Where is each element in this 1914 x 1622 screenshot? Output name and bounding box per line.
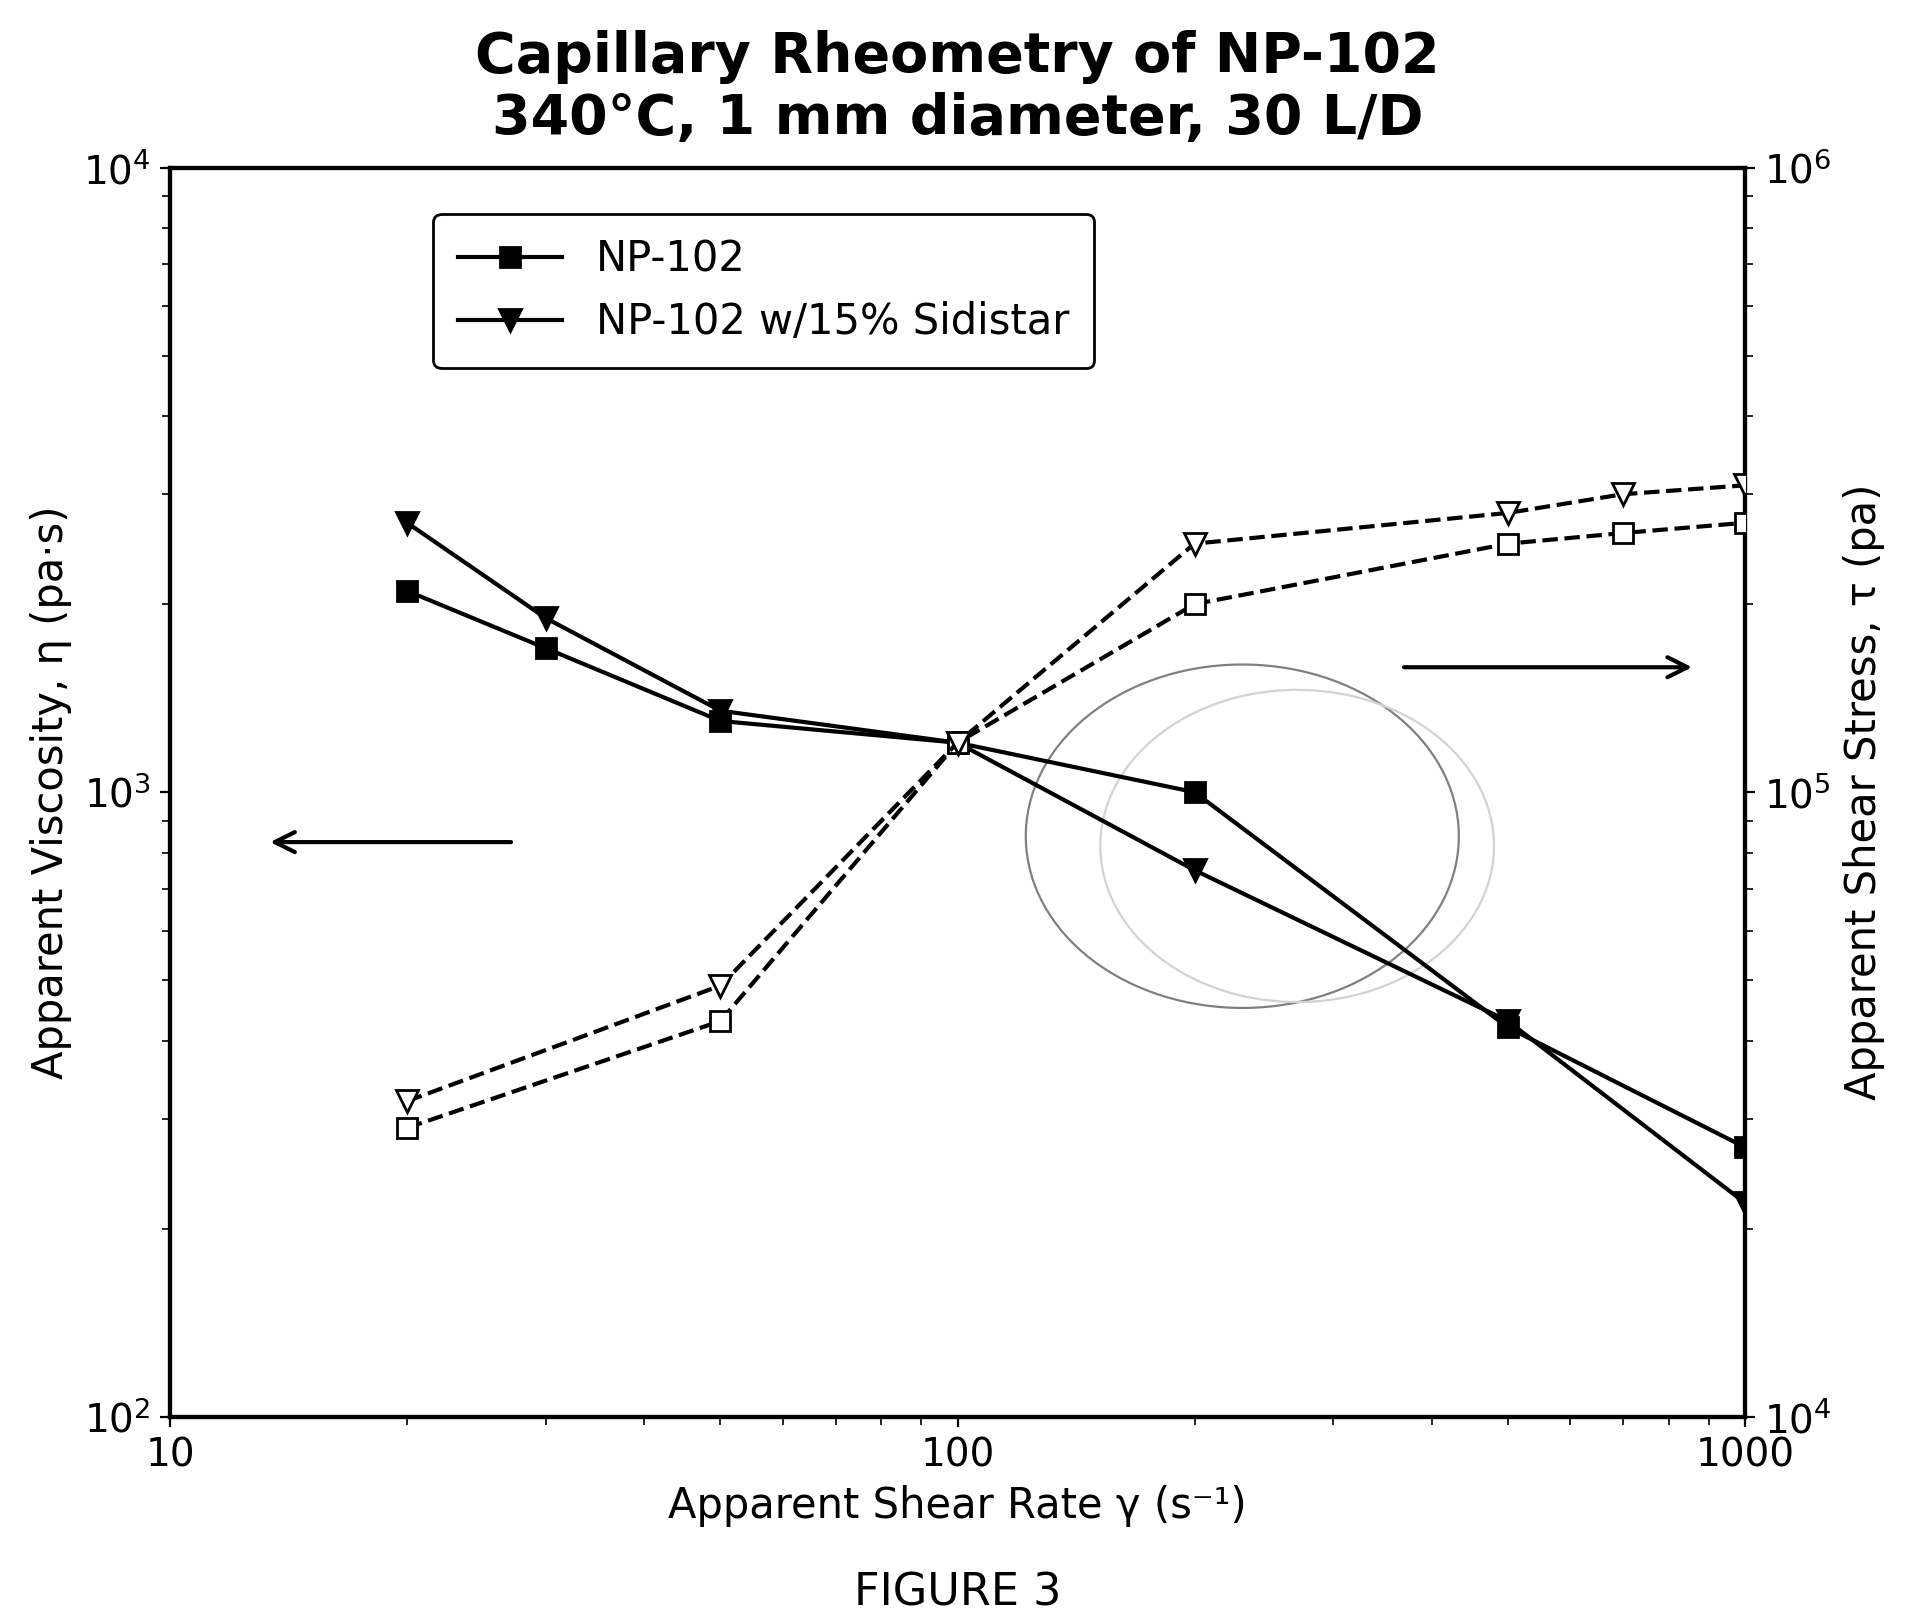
Line: NP-102 w/15% Sidistar: NP-102 w/15% Sidistar — [396, 511, 1755, 1213]
NP-102 — [396, 581, 419, 600]
Legend: NP-102, NP-102 w/15% Sidistar: NP-102, NP-102 w/15% Sidistar — [433, 214, 1093, 368]
NP-102 w/15% Sidistar — [396, 513, 419, 532]
Line: NP-102: NP-102 — [398, 581, 1753, 1156]
NP-102 w/15% Sidistar — [708, 701, 731, 720]
NP-102 — [708, 712, 731, 732]
X-axis label: Apparent Shear Rate γ (s⁻¹): Apparent Shear Rate γ (s⁻¹) — [668, 1486, 1246, 1528]
NP-102 — [534, 639, 557, 659]
NP-102 — [1732, 1137, 1755, 1156]
Y-axis label: Apparent Shear Stress, τ (pa): Apparent Shear Stress, τ (pa) — [1841, 483, 1883, 1100]
Y-axis label: Apparent Viscosity, η (pa·s): Apparent Viscosity, η (pa·s) — [31, 506, 73, 1079]
NP-102 w/15% Sidistar — [1183, 860, 1206, 879]
NP-102 w/15% Sidistar — [534, 608, 557, 628]
NP-102 — [1495, 1017, 1518, 1036]
NP-102 — [1183, 782, 1206, 801]
Text: FIGURE 3: FIGURE 3 — [854, 1572, 1060, 1616]
NP-102 w/15% Sidistar — [1732, 1194, 1755, 1213]
NP-102 w/15% Sidistar — [1495, 1011, 1518, 1030]
Title: Capillary Rheometry of NP-102
340°C, 1 mm diameter, 30 L/D: Capillary Rheometry of NP-102 340°C, 1 m… — [475, 29, 1439, 146]
NP-102 w/15% Sidistar — [946, 733, 968, 753]
NP-102 — [946, 733, 968, 753]
